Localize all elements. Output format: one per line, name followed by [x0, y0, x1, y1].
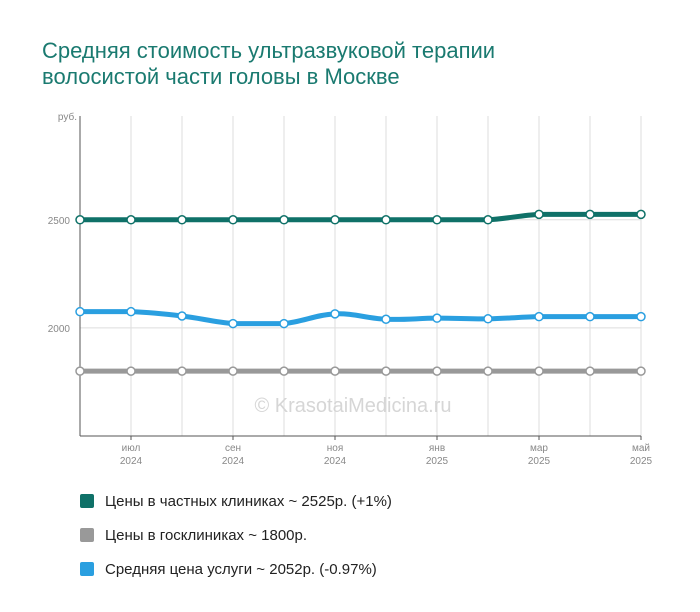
- data-point-average: [228, 318, 238, 329]
- data-point-public: [126, 366, 136, 376]
- series-layer: [75, 209, 646, 376]
- data-point-public: [228, 366, 238, 376]
- data-point-private: [126, 215, 136, 225]
- data-point-private: [177, 215, 187, 225]
- chart-legend: Цены в частных клиниках ~ 2525р. (+1%) Ц…: [80, 484, 392, 586]
- data-point-public: [636, 366, 646, 376]
- data-point-private: [483, 215, 493, 225]
- x-tick-year: 2024: [324, 456, 347, 467]
- data-point-public: [585, 366, 595, 376]
- x-tick-month: май: [632, 443, 650, 454]
- legend-label-average: Средняя цена услуги ~ 2052р. (-0.97%): [105, 560, 377, 578]
- axis-layer: руб. 2000 2500 июл 2024 сен 2024 ноя 2024 янв 2025…: [48, 111, 653, 467]
- data-point-average: [534, 311, 544, 322]
- y-tick-label: 2500: [48, 216, 71, 227]
- data-point-public: [279, 366, 289, 376]
- data-point-average: [177, 311, 187, 321]
- legend-swatch-average: [80, 562, 94, 576]
- data-point-average: [381, 314, 391, 324]
- data-point-average: [126, 306, 136, 317]
- data-point-public: [534, 366, 544, 376]
- data-point-average: [483, 314, 493, 324]
- x-tick-month: сен: [225, 443, 241, 454]
- data-point-private: [636, 209, 646, 220]
- chart-title-line-2: волосистой части головы в Москве: [42, 64, 400, 89]
- legend-label-private: Цены в частных клиниках ~ 2525р. (+1%): [105, 492, 392, 510]
- data-point-public: [75, 366, 85, 376]
- data-point-public: [432, 366, 442, 376]
- legend-swatch-private: [80, 494, 94, 508]
- series-line-private: [77, 211, 644, 223]
- x-tick-month: янв: [429, 443, 445, 454]
- legend-item-public[interactable]: Цены в госклиниках ~ 1800р.: [80, 518, 392, 552]
- watermark: © KrasotaiMedicina.ru: [254, 395, 451, 417]
- data-point-average: [636, 311, 646, 322]
- data-point-private: [432, 215, 442, 225]
- data-point-private: [279, 215, 289, 225]
- data-point-average: [279, 318, 289, 329]
- data-point-private: [228, 215, 238, 225]
- x-tick-year: 2024: [222, 456, 245, 467]
- data-point-private: [381, 215, 391, 225]
- series-line-average: [77, 309, 644, 327]
- x-tick-year: 2024: [120, 456, 143, 467]
- data-point-public: [177, 366, 187, 376]
- data-point-public: [330, 366, 340, 376]
- legend-label-public: Цены в госклиниках ~ 1800р.: [105, 526, 308, 544]
- data-point-public: [483, 366, 493, 376]
- data-point-private: [330, 215, 340, 225]
- data-point-public: [381, 366, 391, 376]
- chart-title: Средняя стоимость ультразвуковой терапии…: [42, 38, 662, 90]
- x-tick-year: 2025: [528, 456, 551, 467]
- data-point-average: [75, 306, 85, 317]
- grid-layer: [80, 116, 642, 436]
- data-point-private: [75, 215, 85, 225]
- legend-swatch-public: [80, 528, 94, 542]
- legend-item-private[interactable]: Цены в частных клиниках ~ 2525р. (+1%): [80, 484, 392, 518]
- legend-item-average[interactable]: Средняя цена услуги ~ 2052р. (-0.97%): [80, 552, 392, 586]
- x-tick-year: 2025: [630, 456, 653, 467]
- y-unit-label: руб.: [58, 111, 77, 123]
- x-tick-month: мар: [530, 443, 548, 454]
- x-tick-year: 2025: [426, 456, 449, 467]
- data-point-private: [534, 209, 544, 220]
- data-point-average: [330, 309, 340, 319]
- line-chart: © KrasotaiMedicina.ru руб. 2000 2500 июл 202…: [48, 111, 653, 467]
- x-tick-month: ноя: [327, 443, 344, 454]
- data-point-private: [585, 209, 595, 220]
- y-tick-label: 2000: [48, 324, 71, 335]
- x-tick-month: июл: [122, 443, 141, 454]
- chart-title-line-1: Средняя стоимость ультразвуковой терапии: [42, 38, 496, 63]
- data-point-average: [585, 311, 595, 322]
- data-point-average: [432, 313, 442, 323]
